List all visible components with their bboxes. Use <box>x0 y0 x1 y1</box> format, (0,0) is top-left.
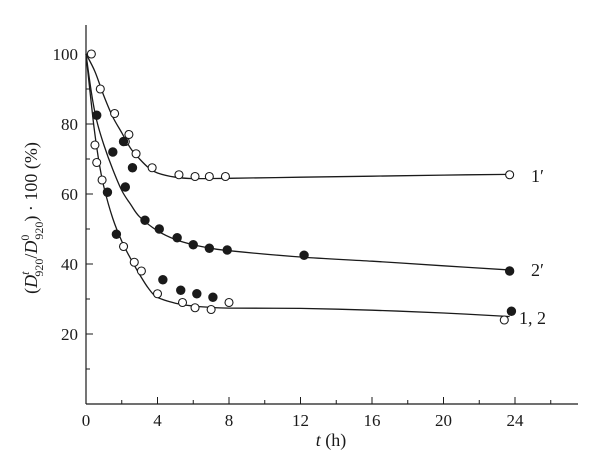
x-tick-label: 0 <box>82 411 91 430</box>
point-1 <box>136 266 146 276</box>
point-2prime <box>172 233 182 243</box>
point-2prime <box>204 243 215 253</box>
point-2 <box>208 292 218 302</box>
point-2prime <box>120 182 131 192</box>
point-2 <box>176 285 186 295</box>
point-1prime <box>95 84 105 94</box>
point-2prime <box>92 110 102 120</box>
point-1prime <box>505 170 515 180</box>
y-tick-label: 60 <box>61 185 78 204</box>
point-1prime <box>174 170 184 180</box>
point-2 <box>102 187 113 197</box>
point-1 <box>90 140 100 150</box>
point-1prime <box>131 149 141 159</box>
point-2prime <box>299 250 309 260</box>
point-1prime <box>147 163 157 173</box>
point-1prime <box>220 171 230 182</box>
point-1 <box>499 315 509 325</box>
fit-line-1-2 <box>85 53 510 318</box>
point-2 <box>158 275 168 285</box>
fit-line-1prime <box>85 53 510 180</box>
point-2 <box>506 306 517 316</box>
curve-label-2prime: 2′ <box>531 260 544 280</box>
point-1prime <box>86 49 96 59</box>
point-1 <box>224 297 234 308</box>
x-tick-label: 20 <box>435 411 452 430</box>
point-2prime <box>108 147 118 157</box>
point-1prime <box>204 171 214 182</box>
point-2prime <box>127 163 138 173</box>
point-1 <box>129 257 139 267</box>
x-axis-title: t (h) <box>316 430 347 451</box>
tick-labels: 0 4 8 12 16 20 24 20 40 60 80 100 <box>53 45 525 430</box>
point-2prime <box>118 136 129 147</box>
point-1 <box>152 289 163 299</box>
point-2 <box>111 229 122 239</box>
y-tick-label: 20 <box>61 325 78 344</box>
curve-label-1prime: 1′ <box>531 166 544 186</box>
point-2prime <box>140 215 150 225</box>
x-tick-label: 16 <box>364 411 381 430</box>
point-1 <box>206 304 216 315</box>
markers <box>86 49 517 325</box>
point-1 <box>118 241 129 252</box>
point-1 <box>92 157 102 168</box>
x-tick-label: 24 <box>507 411 525 430</box>
y-tick-label: 80 <box>61 115 78 134</box>
point-1prime <box>190 171 200 182</box>
x-tick-label: 8 <box>225 411 234 430</box>
x-tick-label: 4 <box>153 411 162 430</box>
point-1 <box>97 175 107 185</box>
point-2prime <box>154 224 164 234</box>
axes <box>85 25 578 405</box>
point-2prime <box>222 245 232 255</box>
point-1 <box>177 297 188 308</box>
x-tick-label: 12 <box>292 411 309 430</box>
y-tick-label: 100 <box>53 45 79 64</box>
point-1prime <box>110 108 120 119</box>
point-1prime <box>124 129 134 140</box>
fit-lines <box>85 53 510 318</box>
y-axis-title: (Dt920/D0920) · 100 (%) <box>18 142 46 294</box>
point-1 <box>190 303 200 313</box>
fit-line-2prime <box>85 53 510 271</box>
point-2 <box>192 289 202 299</box>
point-2prime <box>188 240 198 250</box>
point-2prime <box>504 266 515 276</box>
curve-label-1-2: 1, 2 <box>519 308 546 328</box>
y-tick-label: 40 <box>61 255 78 274</box>
